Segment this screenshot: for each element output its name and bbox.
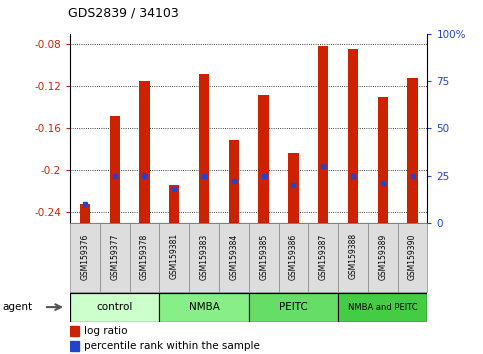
Bar xyxy=(139,81,150,223)
FancyBboxPatch shape xyxy=(249,223,279,292)
Text: GSM159387: GSM159387 xyxy=(319,233,327,280)
Bar xyxy=(407,78,418,223)
Bar xyxy=(258,95,269,223)
FancyBboxPatch shape xyxy=(100,223,129,292)
FancyBboxPatch shape xyxy=(129,223,159,292)
Text: log ratio: log ratio xyxy=(84,326,127,336)
Text: NMBA and PEITC: NMBA and PEITC xyxy=(348,303,418,312)
Text: GDS2839 / 34103: GDS2839 / 34103 xyxy=(68,6,178,19)
Text: GSM159378: GSM159378 xyxy=(140,233,149,280)
Bar xyxy=(169,185,180,223)
FancyBboxPatch shape xyxy=(368,223,398,292)
Text: GSM159389: GSM159389 xyxy=(378,233,387,280)
Bar xyxy=(199,74,209,223)
Text: NMBA: NMBA xyxy=(189,302,219,312)
FancyBboxPatch shape xyxy=(338,223,368,292)
Text: GSM159386: GSM159386 xyxy=(289,233,298,280)
FancyBboxPatch shape xyxy=(308,223,338,292)
Text: GSM159377: GSM159377 xyxy=(110,233,119,280)
Bar xyxy=(228,140,239,223)
Bar xyxy=(110,116,120,223)
Bar xyxy=(378,97,388,223)
FancyBboxPatch shape xyxy=(70,293,159,321)
Bar xyxy=(80,204,90,223)
Text: GSM159385: GSM159385 xyxy=(259,233,268,280)
Text: GSM159390: GSM159390 xyxy=(408,233,417,280)
Bar xyxy=(70,326,79,336)
FancyBboxPatch shape xyxy=(189,223,219,292)
FancyBboxPatch shape xyxy=(249,293,338,321)
FancyBboxPatch shape xyxy=(159,293,249,321)
Text: GSM159384: GSM159384 xyxy=(229,233,238,280)
Text: GSM159388: GSM159388 xyxy=(349,233,357,280)
Bar xyxy=(70,341,79,351)
Bar xyxy=(288,153,298,223)
Bar xyxy=(348,50,358,223)
FancyBboxPatch shape xyxy=(219,223,249,292)
Text: PEITC: PEITC xyxy=(279,302,308,312)
FancyBboxPatch shape xyxy=(159,223,189,292)
Bar xyxy=(318,46,328,223)
FancyBboxPatch shape xyxy=(398,223,427,292)
FancyBboxPatch shape xyxy=(279,223,308,292)
Text: control: control xyxy=(97,302,133,312)
Text: GSM159376: GSM159376 xyxy=(81,233,89,280)
Text: GSM159381: GSM159381 xyxy=(170,233,179,280)
FancyBboxPatch shape xyxy=(338,293,427,321)
Text: GSM159383: GSM159383 xyxy=(199,233,209,280)
FancyBboxPatch shape xyxy=(70,223,100,292)
Text: percentile rank within the sample: percentile rank within the sample xyxy=(84,341,259,351)
Text: agent: agent xyxy=(2,302,32,312)
